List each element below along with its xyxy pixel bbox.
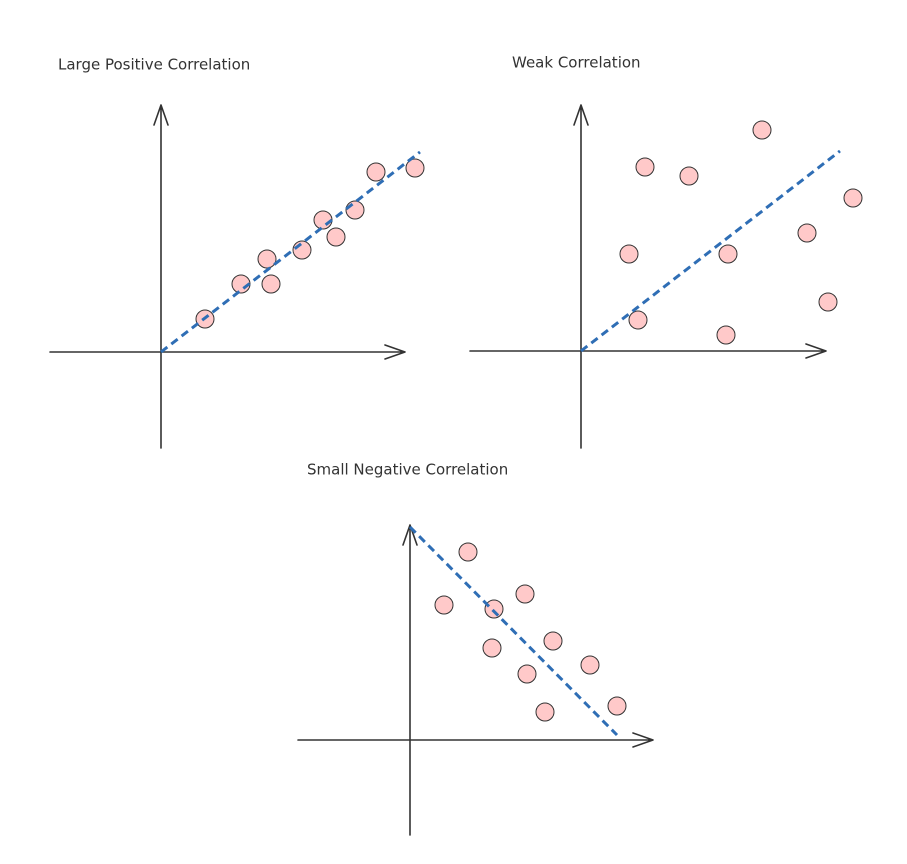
data-point	[515, 584, 535, 604]
data-point	[716, 325, 736, 345]
data-point	[535, 702, 555, 722]
y-axis	[153, 104, 169, 449]
data-point	[366, 162, 386, 182]
data-point	[313, 210, 333, 230]
trend-line	[160, 150, 421, 354]
chart-title: Large Positive Correlation	[58, 56, 250, 74]
data-point	[619, 244, 639, 264]
data-point	[543, 631, 563, 651]
data-point	[257, 249, 277, 269]
data-point	[752, 120, 772, 140]
data-point	[261, 274, 281, 294]
chart-title: Weak Correlation	[512, 54, 641, 72]
x-axis	[49, 344, 406, 360]
data-point	[818, 292, 838, 312]
x-axis	[297, 732, 654, 748]
data-point	[434, 595, 454, 615]
y-axis	[402, 524, 418, 836]
data-point	[345, 200, 365, 220]
x-axis	[469, 343, 827, 359]
trend-line	[408, 525, 619, 737]
data-point	[405, 158, 425, 178]
data-point	[628, 310, 648, 330]
data-point	[482, 638, 502, 658]
y-axis	[573, 104, 589, 449]
data-point	[718, 244, 738, 264]
data-point	[797, 223, 817, 243]
data-point	[517, 664, 537, 684]
data-point	[326, 227, 346, 247]
data-point	[679, 166, 699, 186]
data-point	[635, 157, 655, 177]
chart-title: Small Negative Correlation	[307, 461, 508, 479]
data-point	[292, 240, 312, 260]
data-point	[458, 542, 478, 562]
data-point	[607, 696, 627, 716]
trend-line	[580, 149, 841, 353]
data-point	[484, 599, 504, 619]
data-point	[580, 655, 600, 675]
data-point	[843, 188, 863, 208]
